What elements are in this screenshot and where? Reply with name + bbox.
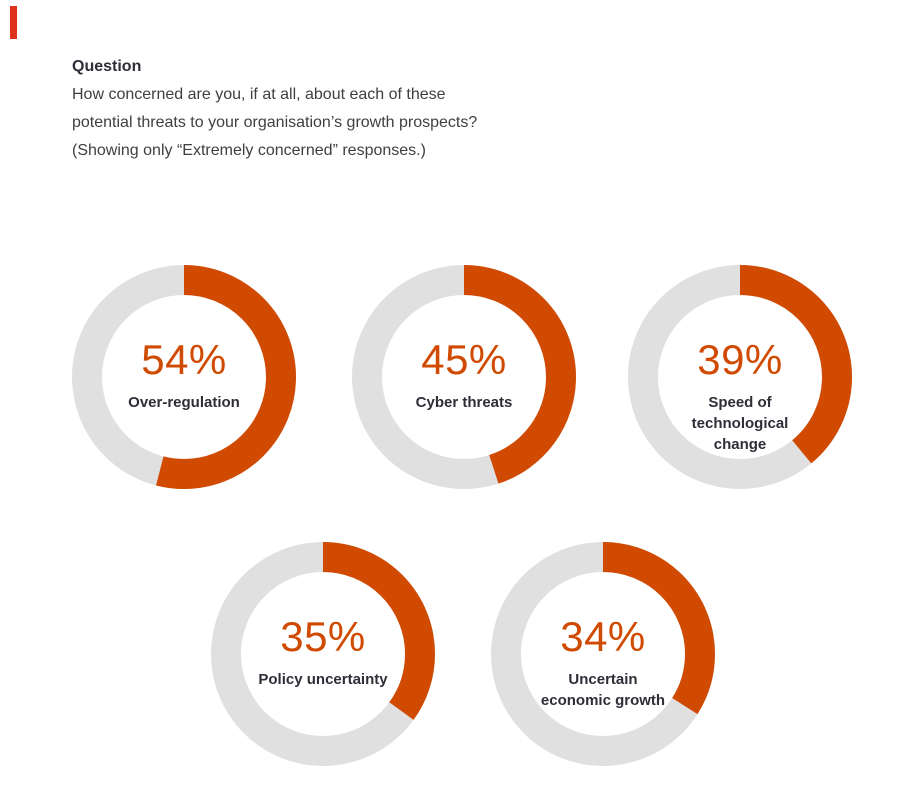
donut-chart: 34% Uncertain economic growth <box>491 542 715 766</box>
donut-center-text: 54% Over-regulation <box>72 337 296 413</box>
donut-label: Speed of technological change <box>628 392 852 455</box>
donut-label: Uncertain economic growth <box>491 669 715 711</box>
donut-percent-value: 54% <box>141 336 227 383</box>
donut-chart: 45% Cyber threats <box>352 265 576 489</box>
donut-percent-value: 45% <box>421 336 507 383</box>
donut-center-text: 35% Policy uncertainty <box>211 614 435 690</box>
question-heading: Question <box>72 58 142 75</box>
donut-ring-value <box>628 265 852 489</box>
question-line: potential threats to your organisation’s… <box>72 114 478 131</box>
donut-percent-value: 34% <box>560 613 646 660</box>
question-line: (Showing only “Extremely concerned” resp… <box>72 142 426 159</box>
donut-ring <box>352 265 576 489</box>
donut-percent-value: 35% <box>280 613 366 660</box>
donut-chart: 39% Speed of technological change <box>628 265 852 489</box>
accent-bar <box>10 6 17 39</box>
donut-ring <box>491 542 715 766</box>
donut-percent-value: 39% <box>697 336 783 383</box>
donut-ring <box>628 265 852 489</box>
donut-label-line: economic growth <box>540 692 666 709</box>
donut-ring-value <box>72 265 296 489</box>
donut-label: Policy uncertainty <box>211 669 435 690</box>
donut-label: Cyber threats <box>352 392 576 413</box>
donut-ring <box>211 542 435 766</box>
donut-label-line: Over-regulation <box>128 394 240 411</box>
donut-label-line: Cyber threats <box>415 394 513 411</box>
donut-chart: 35% Policy uncertainty <box>211 542 435 766</box>
donut-label-line: Speed of <box>708 394 772 411</box>
question-line: How concerned are you, if at all, about … <box>72 86 446 103</box>
donut-ring-value <box>211 542 435 766</box>
donut-center-text: 34% Uncertain economic growth <box>491 614 715 711</box>
donut-chart: 54% Over-regulation <box>72 265 296 489</box>
donut-label-line: technological <box>691 415 789 432</box>
donut-label: Over-regulation <box>72 392 296 413</box>
donut-ring <box>72 265 296 489</box>
donut-label-line: Policy uncertainty <box>258 671 388 688</box>
donut-ring-value <box>491 542 715 766</box>
donut-label-line: Uncertain <box>568 671 638 688</box>
donut-center-text: 45% Cyber threats <box>352 337 576 413</box>
question-block: Question How concerned are you, if at al… <box>72 53 552 165</box>
donut-center-text: 39% Speed of technological change <box>628 337 852 455</box>
donut-label-line: change <box>713 436 767 453</box>
donut-ring-value <box>352 265 576 489</box>
